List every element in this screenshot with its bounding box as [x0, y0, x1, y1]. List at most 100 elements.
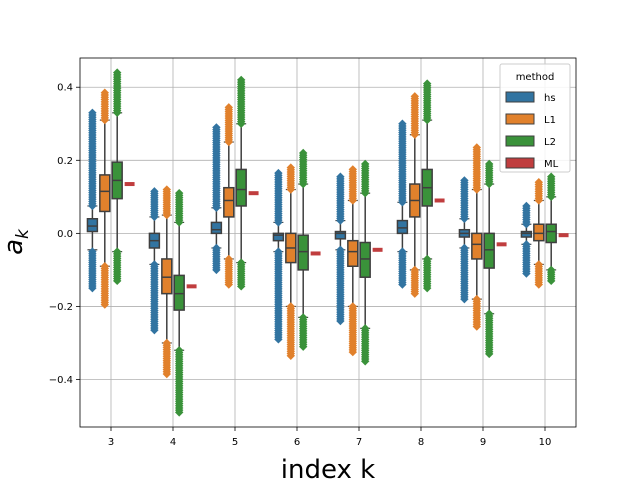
fliers-low — [336, 245, 345, 326]
flier-point — [162, 185, 171, 194]
legend: method hs L1 L2 ML — [499, 63, 571, 173]
fliers-low — [299, 313, 308, 351]
fliers-high — [423, 79, 432, 125]
fliers-high — [522, 201, 531, 229]
box-body — [359, 241, 371, 278]
fliers-low — [398, 247, 407, 289]
x-tick-label: 7 — [356, 437, 362, 448]
grid-lines — [80, 58, 576, 427]
fliers-high — [274, 168, 283, 227]
fliers-low — [113, 247, 122, 286]
fliers-high — [286, 163, 295, 194]
x-tick-label: 9 — [480, 437, 486, 448]
flier-point — [113, 68, 122, 77]
flier-point — [224, 103, 233, 112]
flier-point — [150, 187, 159, 196]
fliers-low — [100, 262, 109, 309]
fliers-high — [361, 159, 370, 198]
flier-point — [361, 159, 370, 169]
flier-point — [88, 247, 97, 256]
flier-point — [237, 75, 246, 85]
flier-point — [361, 324, 370, 333]
box-body — [520, 230, 533, 238]
fliers-high — [88, 108, 97, 211]
flier-point — [88, 108, 97, 118]
flier-point — [547, 265, 556, 275]
box-L2-5 — [235, 75, 247, 291]
flier-point — [547, 172, 556, 181]
flier-point — [224, 254, 233, 264]
flier-point — [274, 247, 283, 256]
fliers-high — [460, 176, 469, 223]
box-hs-8 — [396, 119, 409, 289]
flier-point — [212, 123, 221, 132]
flier-point — [336, 245, 345, 255]
x-axis-label: index k — [281, 455, 375, 480]
x-tick-label: 6 — [294, 437, 300, 448]
flier-point — [336, 172, 345, 181]
flier-point — [299, 313, 308, 322]
fliers-high — [299, 148, 308, 189]
box-L1-9 — [471, 143, 483, 331]
fliers-low — [423, 254, 432, 293]
box-L2-3 — [111, 68, 123, 286]
legend-label-L2: L2 — [544, 137, 556, 148]
box-body — [533, 223, 545, 242]
flier-point — [286, 163, 295, 172]
flier-point — [423, 79, 432, 88]
box-body — [297, 234, 309, 271]
fliers-low — [485, 309, 494, 359]
fliers-low — [348, 302, 357, 357]
box-body — [99, 174, 111, 213]
legend-swatch-L1 — [505, 113, 535, 125]
flier-point — [472, 294, 481, 304]
fliers-low — [547, 265, 556, 286]
flier-point — [522, 240, 531, 249]
fliers-low — [522, 240, 531, 278]
flier-point — [460, 243, 469, 253]
flier-point — [162, 338, 171, 348]
box-body — [161, 258, 173, 295]
box-body — [334, 230, 347, 240]
y-axis-label: ak — [0, 228, 33, 255]
y-axis-label-subscript: k — [13, 228, 33, 239]
flier-point — [534, 260, 543, 269]
box-body — [396, 219, 409, 235]
box-body — [545, 223, 557, 244]
x-tick-label: 4 — [170, 437, 176, 448]
flier-point — [534, 178, 543, 187]
fliers-high — [336, 172, 345, 225]
fliers-high — [547, 172, 556, 202]
x-tick-label: 8 — [418, 437, 424, 448]
fliers-low — [274, 247, 283, 344]
x-axis-ticks: 3 4 5 6 7 8 9 10 — [108, 427, 551, 448]
y-tick-label: 0.4 — [57, 83, 73, 94]
box-body — [223, 186, 235, 218]
fliers-low — [361, 324, 370, 366]
flier-point — [410, 92, 419, 101]
fliers-low — [534, 260, 543, 289]
box-body — [173, 274, 185, 311]
fliers-high — [485, 159, 494, 189]
y-tick-label: 0.0 — [57, 229, 73, 240]
flier-point — [348, 165, 357, 174]
fliers-low — [175, 346, 184, 417]
fliers-low — [286, 302, 295, 360]
box-hs-4 — [148, 187, 161, 335]
fliers-high — [150, 187, 159, 222]
fliers-high — [100, 88, 109, 125]
box-L2-4 — [173, 188, 185, 417]
x-tick-label: 5 — [232, 437, 238, 448]
fliers-low — [237, 258, 246, 291]
box-L1-3 — [99, 88, 111, 309]
box-body — [86, 218, 99, 233]
flier-point — [150, 260, 159, 269]
y-axis-label-main: a — [0, 239, 29, 255]
box-L2-9 — [483, 159, 495, 359]
flier-point — [398, 247, 407, 256]
flier-point — [485, 159, 494, 169]
fliers-low — [212, 243, 221, 275]
legend-swatch-L2 — [505, 135, 535, 147]
legend-label-ML: ML — [544, 159, 559, 170]
